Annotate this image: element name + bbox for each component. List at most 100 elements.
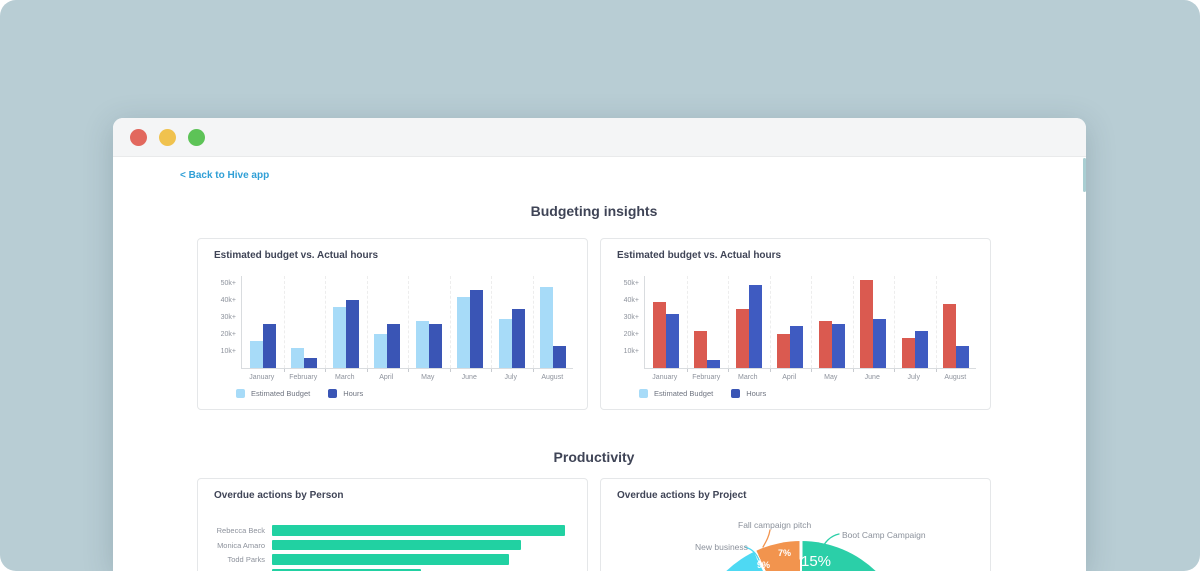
- back-to-hive-link[interactable]: < Back to Hive app: [180, 170, 270, 181]
- gridline: [366, 276, 368, 368]
- x-axis-label: April: [379, 374, 394, 381]
- axis-tick: [852, 369, 854, 372]
- pie-pct-fall-campaign: 7%: [778, 548, 792, 558]
- y-axis-label: 40k+: [220, 296, 236, 304]
- pie-slice-label-boot-camp-campaign: Boot Camp Campaign: [842, 530, 926, 540]
- y-axis-label: 40k+: [623, 296, 639, 304]
- legend-item: Estimated Budget: [236, 389, 310, 398]
- axis-tick: [935, 369, 937, 372]
- legend-swatch: [328, 389, 338, 398]
- gridline: [408, 276, 409, 368]
- axis-tick: [728, 369, 729, 372]
- gridline: [686, 276, 688, 368]
- pie-pct-boot-camp: 15%: [801, 553, 832, 570]
- y-axis-label: 10k+: [220, 347, 236, 355]
- bar-hours: [262, 324, 276, 368]
- window-scrollbar-thumb[interactable]: [1083, 158, 1086, 192]
- overdue-by-person-card: Overdue actions by Person Rebecca Beck Mo…: [197, 478, 588, 571]
- bar-hours: [956, 346, 970, 368]
- browser-window: < Back to Hive app Budgeting insights Es…: [113, 118, 1086, 571]
- bar-hours: [665, 313, 679, 368]
- x-axis-label: July: [907, 374, 920, 381]
- y-axis-label: 50k+: [623, 279, 639, 287]
- y-axis-label: 30k+: [623, 313, 639, 321]
- close-window-icon[interactable]: [130, 128, 147, 146]
- axis-tick: [408, 369, 409, 372]
- zoom-window-icon[interactable]: [188, 128, 205, 146]
- x-axis-label: June: [864, 374, 880, 381]
- legend-swatch: [236, 389, 245, 398]
- axis-tick: [283, 369, 285, 372]
- bar-estimated-budget: [652, 302, 666, 368]
- y-axis-label: 30k+: [220, 313, 236, 321]
- overdue-by-project-card: Overdue actions by Project Fall campaign…: [600, 478, 991, 571]
- budget-chart-card-right: Estimated budget vs. Actual hours Estima…: [600, 238, 991, 410]
- section-heading-budgeting: Budgeting insights: [530, 203, 658, 219]
- x-axis-label: August: [541, 374, 564, 381]
- y-axis-label: 50k+: [220, 279, 236, 287]
- bar-estimated-budget: [332, 307, 346, 368]
- bar-estimated-budget: [291, 347, 305, 368]
- bar-hours: [345, 300, 359, 368]
- chart-title: Overdue actions by Project: [617, 490, 747, 501]
- pie-pct-new-business: 9%: [757, 560, 771, 570]
- bar-hours: [873, 318, 887, 368]
- legend-label: Estimated Budget: [251, 389, 311, 398]
- bar-hours: [387, 324, 401, 368]
- hbar-kim-espinoza: [272, 568, 422, 571]
- bar-hours: [748, 285, 762, 368]
- gridline: [532, 276, 534, 368]
- y-axis-label: 20k+: [220, 330, 236, 338]
- x-axis-label: May: [421, 374, 435, 381]
- bar-estimated-budget: [735, 308, 749, 368]
- x-axis-label: May: [824, 374, 838, 381]
- gridline: [491, 276, 492, 368]
- x-axis-label: April: [782, 374, 797, 381]
- bar-hours: [428, 324, 442, 368]
- x-axis-label: June: [461, 374, 477, 381]
- x-axis-label: July: [504, 374, 517, 381]
- bar-hours: [831, 324, 845, 368]
- gridline: [325, 276, 326, 368]
- x-axis-label: August: [944, 374, 967, 381]
- axis-tick: [686, 369, 688, 372]
- bar-estimated-budget: [901, 337, 915, 368]
- bar-hours: [304, 357, 318, 368]
- budget-chart-card-left: Estimated budget vs. Actual hours Estima…: [197, 238, 588, 410]
- pie-slice-label-new-business: New business: [695, 542, 748, 552]
- bar-hours: [914, 330, 928, 368]
- axis-tick: [894, 369, 895, 372]
- bar-estimated-budget: [777, 334, 791, 368]
- axis-tick: [811, 369, 812, 372]
- gridline: [283, 276, 285, 368]
- bar-estimated-budget: [860, 280, 874, 368]
- section-heading-productivity: Productivity: [553, 449, 635, 465]
- hbar-row-label: Rebecca Beck: [216, 526, 265, 535]
- chart-title: Estimated budget vs. Actual hours: [214, 250, 379, 261]
- legend-swatch: [639, 389, 648, 398]
- bar-estimated-budget: [249, 340, 263, 368]
- bar-estimated-budget: [374, 334, 388, 368]
- axis-tick: [532, 369, 534, 372]
- legend-label: Hours: [746, 389, 767, 398]
- bar-hours: [790, 325, 804, 368]
- axis-tick: [491, 369, 492, 372]
- gridline: [449, 276, 451, 368]
- bar-estimated-budget: [415, 320, 429, 368]
- pie-slice-label-fall-campaign-pitch: Fall campaign pitch: [738, 520, 812, 530]
- axis-tick: [366, 369, 368, 372]
- x-axis-label: January: [652, 374, 678, 381]
- chart-legend: Estimated Budget Hours: [639, 389, 766, 398]
- grouped-bar-plot: [644, 276, 976, 372]
- gridline: [811, 276, 812, 368]
- legend-item: Estimated Budget: [639, 389, 713, 398]
- x-axis-label: February: [289, 374, 318, 381]
- legend-label: Hours: [343, 389, 364, 398]
- bar-estimated-budget: [540, 286, 554, 368]
- hbar-todd-parks: [272, 554, 510, 565]
- minimize-window-icon[interactable]: [159, 128, 176, 146]
- bar-estimated-budget: [943, 303, 957, 368]
- x-axis-label: January: [249, 374, 275, 381]
- hbar-monica-amaro: [272, 539, 522, 551]
